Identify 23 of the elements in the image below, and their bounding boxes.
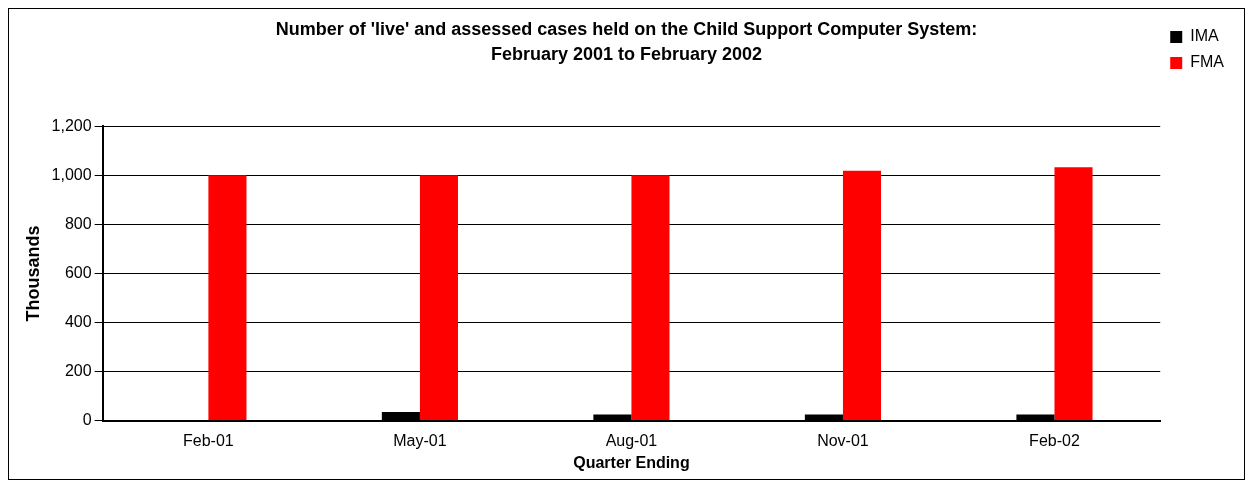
bar — [842, 170, 882, 421]
legend-label: FMA — [1190, 53, 1225, 71]
chart-title: Number of 'live' and assessed cases held on the Child Support Computer System: — [275, 18, 978, 39]
x-tick-label: Feb-01 — [183, 431, 234, 449]
y-tick-label: 400 — [64, 312, 92, 330]
bar — [1054, 167, 1093, 421]
y-tick-label: 600 — [64, 263, 92, 281]
x-tick-label: Feb-02 — [1029, 431, 1080, 449]
y-tick-label: 0 — [82, 411, 92, 429]
x-tick-label: May-01 — [393, 431, 447, 449]
bar — [208, 175, 247, 421]
x-axis-title: Quarter Ending — [573, 453, 690, 471]
x-tick-label: Aug-01 — [605, 431, 658, 449]
x-tick-label: Nov-01 — [817, 431, 869, 449]
chart-subtitle: February 2001 to February 2002 — [490, 44, 763, 65]
bar — [631, 175, 670, 421]
y-tick-label: 1,000 — [51, 165, 92, 183]
legend-label: IMA — [1190, 27, 1219, 45]
y-tick-label: 200 — [64, 361, 92, 379]
y-axis-title: Thousands — [22, 225, 43, 322]
y-tick-label: 1,200 — [51, 116, 92, 134]
y-tick-label: 800 — [64, 214, 92, 232]
bar — [419, 175, 458, 421]
